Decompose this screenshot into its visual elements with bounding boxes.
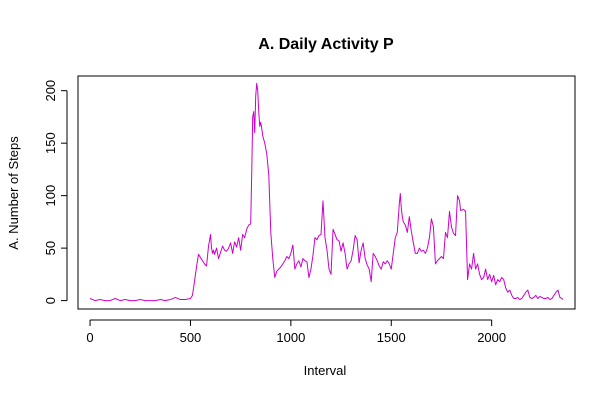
x-axis: 0 500 1000 1500 2000: [86, 319, 506, 345]
y-tick-label: 50: [43, 241, 58, 255]
x-axis-label: Interval: [304, 363, 347, 378]
y-tick-label: 150: [43, 132, 58, 154]
y-tick-label: 100: [43, 185, 58, 207]
plot-frame: [77, 75, 576, 310]
series-layer: [89, 82, 564, 302]
x-tick-label: 500: [180, 330, 202, 345]
x-tick-label: 2000: [477, 330, 506, 345]
y-tick-label: 0: [43, 297, 58, 304]
y-axis-label: A. Number of Steps: [6, 136, 21, 250]
x-tick-label: 1000: [276, 330, 305, 345]
chart-title: A. Daily Activity P: [258, 36, 394, 53]
series-line-0: [89, 82, 564, 302]
y-tick-label: 200: [43, 80, 58, 102]
y-axis: 0 50 100 150 200: [43, 80, 68, 304]
x-tick-label: 0: [86, 330, 93, 345]
x-tick-label: 1500: [377, 330, 406, 345]
